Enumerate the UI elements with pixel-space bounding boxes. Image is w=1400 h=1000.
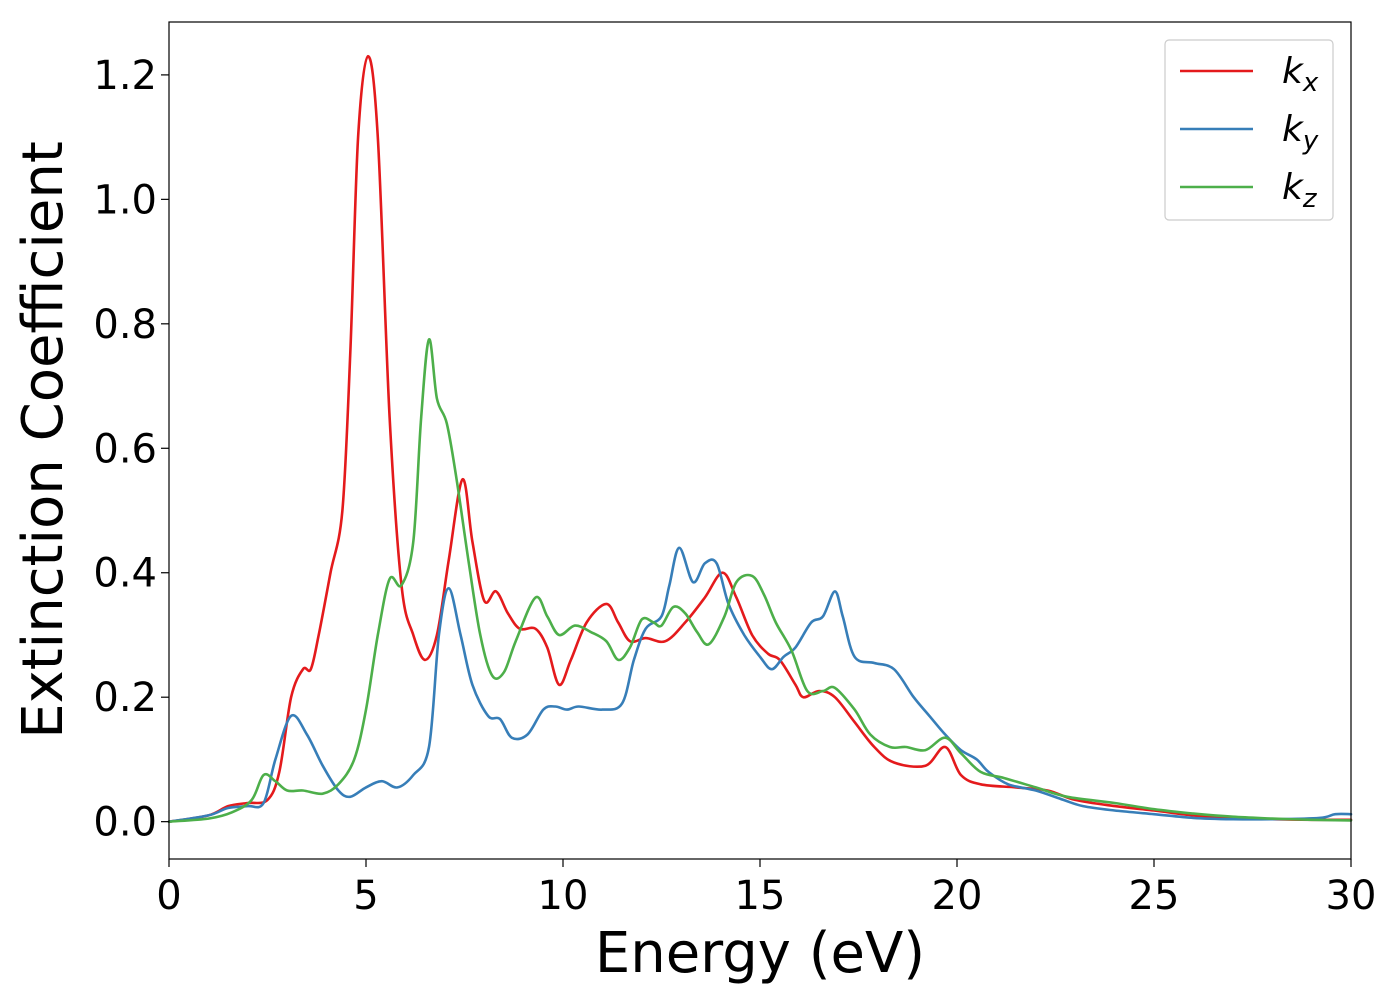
series-line-kz bbox=[167, 338, 1353, 823]
series-line-ky bbox=[167, 546, 1353, 823]
y-tick-label: 1.0 bbox=[93, 177, 157, 223]
series-layer bbox=[167, 54, 1353, 823]
x-tick-label: 30 bbox=[1326, 873, 1377, 919]
y-axis-ticks: 0.0 0.2 0.4 0.6 0.8 1.0 1.2 bbox=[93, 53, 169, 846]
x-axis-ticks: 0 5 10 15 20 25 30 bbox=[156, 859, 1376, 919]
y-tick-label: 0.2 bbox=[93, 675, 157, 721]
y-tick-label: 0.6 bbox=[93, 426, 157, 472]
y-axis-label: Extinction Coefficient bbox=[11, 141, 76, 739]
x-tick-label: 5 bbox=[353, 873, 378, 919]
legend-subscript: x bbox=[1302, 68, 1319, 98]
y-tick-label: 0.0 bbox=[93, 800, 157, 846]
y-tick-label: 1.2 bbox=[93, 53, 157, 99]
legend-subscript: y bbox=[1302, 126, 1319, 156]
x-tick-label: 0 bbox=[156, 873, 181, 919]
x-axis-label: Energy (eV) bbox=[595, 921, 925, 986]
plot-area bbox=[169, 22, 1351, 859]
y-tick-label: 0.4 bbox=[93, 551, 157, 597]
legend-subscript: z bbox=[1302, 184, 1318, 214]
x-tick-label: 25 bbox=[1129, 873, 1180, 919]
x-tick-label: 15 bbox=[735, 873, 786, 919]
series-line-kx bbox=[167, 54, 1353, 823]
x-tick-label: 20 bbox=[932, 873, 983, 919]
y-tick-label: 0.8 bbox=[93, 302, 157, 348]
x-tick-label: 10 bbox=[538, 873, 589, 919]
